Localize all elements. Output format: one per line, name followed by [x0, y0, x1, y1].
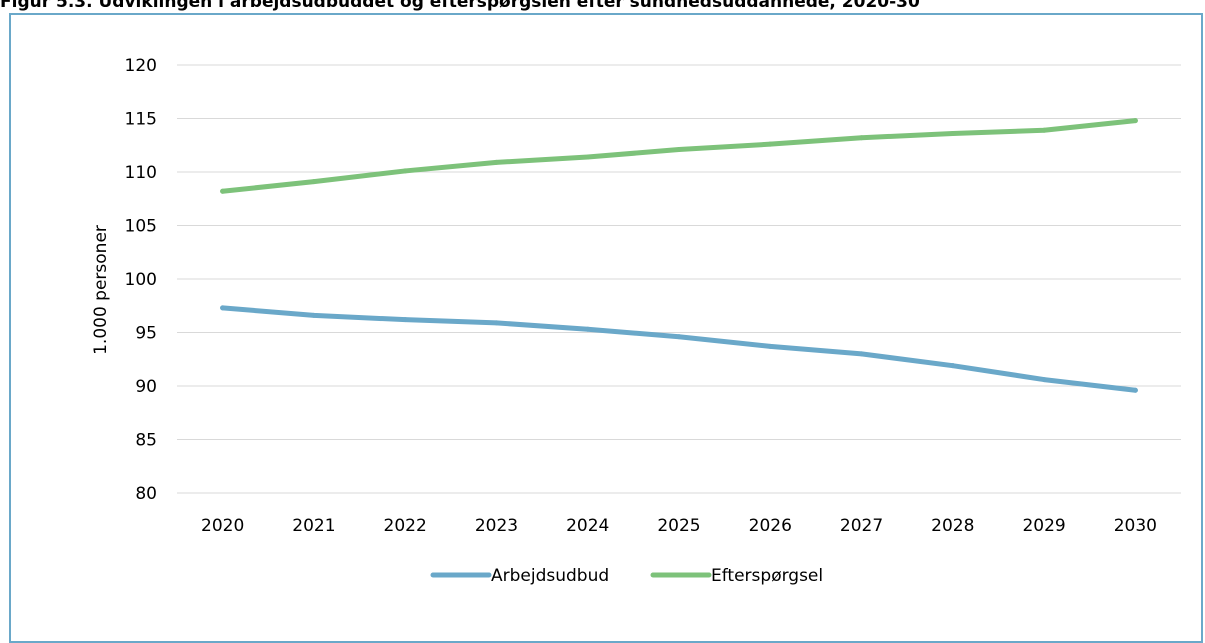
y-tick-label: 100	[125, 270, 157, 290]
y-axis-label: 1.000 personer	[91, 225, 111, 355]
gridlines	[177, 64, 1181, 494]
data-point	[859, 351, 865, 357]
series-line-arbejdsudbud	[220, 305, 1138, 393]
data-point	[767, 141, 773, 147]
x-tick-label: 2026	[749, 516, 792, 536]
data-point	[676, 147, 682, 153]
x-tick-label: 2027	[840, 516, 883, 536]
data-point	[767, 343, 773, 349]
data-point	[1132, 118, 1138, 124]
series-line-efterspørgsel	[220, 118, 1138, 194]
y-tick-label: 105	[125, 217, 157, 237]
y-tick-label: 80	[135, 484, 157, 504]
data-point	[676, 334, 682, 340]
data-point	[220, 305, 226, 311]
x-tick-label: 2024	[566, 516, 609, 536]
data-point	[1132, 387, 1138, 393]
x-tick-label: 2021	[292, 516, 335, 536]
data-point	[950, 363, 956, 369]
x-tick-label: 2030	[1114, 516, 1157, 536]
data-point	[311, 312, 317, 318]
data-point	[1041, 377, 1047, 383]
legend: Arbejdsudbud Efterspørgsel	[430, 566, 823, 586]
y-tick-label: 90	[135, 377, 157, 397]
data-point	[493, 159, 499, 165]
data-point	[402, 168, 408, 174]
chart-frame: 80 85 90 95 100 105 110 115 120 2020 2021 2022 2023…	[9, 13, 1203, 643]
y-tick-label: 110	[125, 163, 157, 183]
data-point	[585, 154, 591, 160]
y-tick-label: 95	[135, 324, 157, 344]
y-tick-label: 115	[125, 110, 157, 130]
data-point	[311, 179, 317, 185]
x-axis-ticks: 2020 2021 2022 2023 2024 2025 2026 2027 2028 2029…	[201, 516, 1157, 536]
data-point	[493, 320, 499, 326]
data-point	[950, 130, 956, 136]
data-point	[585, 326, 591, 332]
legend-label: Arbejdsudbud	[491, 566, 609, 586]
data-point	[1041, 127, 1047, 133]
x-tick-label: 2028	[931, 516, 974, 536]
legend-label: Efterspørgsel	[711, 566, 823, 586]
series-lines	[220, 118, 1138, 393]
y-axis-ticks: 80 85 90 95 100 105 110 115 120	[125, 56, 157, 504]
x-tick-label: 2029	[1022, 516, 1065, 536]
x-tick-label: 2025	[657, 516, 700, 536]
line-chart: 80 85 90 95 100 105 110 115 120 2020 2021 2022 2023…	[91, 56, 1181, 586]
x-tick-label: 2020	[201, 516, 244, 536]
x-tick-label: 2022	[384, 516, 427, 536]
data-point	[859, 135, 865, 141]
figure-title: Figur 5.3. Udviklingen i arbejdsudbuddet…	[0, 0, 920, 12]
x-tick-label: 2023	[475, 516, 518, 536]
y-tick-label: 120	[125, 56, 157, 76]
y-tick-label: 85	[135, 431, 157, 451]
data-point	[220, 188, 226, 194]
data-point	[402, 317, 408, 323]
